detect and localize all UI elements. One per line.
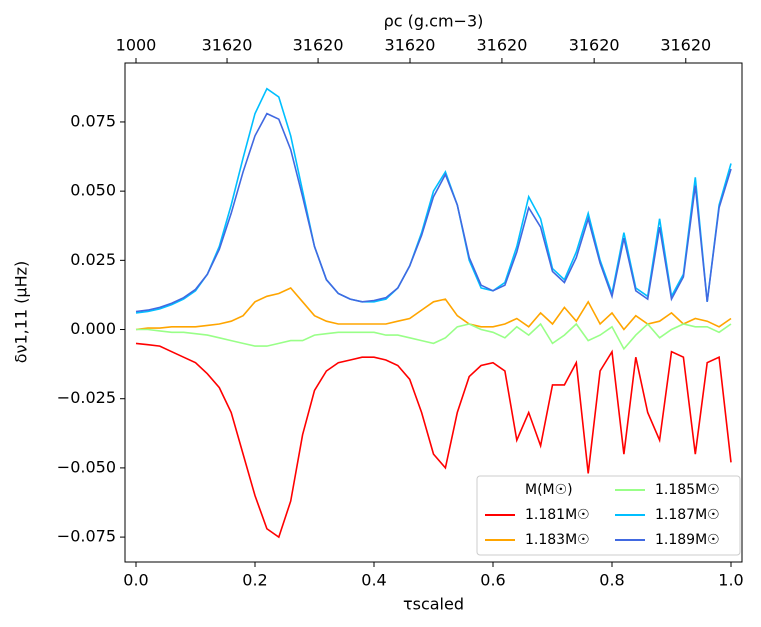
x2-tick-label: 31620 bbox=[476, 36, 527, 55]
x2-tick-label: 31620 bbox=[569, 36, 620, 55]
x-axis-label: τscaled bbox=[403, 595, 464, 614]
y-tick-label: 0.025 bbox=[70, 250, 116, 269]
y-axis-label: δν1,11 (μHz) bbox=[12, 261, 31, 364]
series-line bbox=[135, 342, 732, 539]
y-tick-label: −0.025 bbox=[57, 388, 116, 407]
x2-tick-label: 31620 bbox=[660, 36, 711, 55]
x2-tick-label: 31620 bbox=[202, 36, 253, 55]
series-line bbox=[135, 87, 732, 314]
y-tick-label: 0.075 bbox=[70, 111, 116, 130]
x2-tick-label: 31620 bbox=[385, 36, 436, 55]
series-line bbox=[135, 287, 732, 331]
y-tick-label: −0.050 bbox=[57, 457, 116, 476]
x-tick-label: 0.4 bbox=[361, 571, 386, 590]
x-tick-label: 1.0 bbox=[718, 571, 743, 590]
legend-label: 1.185M☉ bbox=[655, 482, 720, 498]
y-tick-label: 0.050 bbox=[70, 181, 116, 200]
legend-label: 1.183M☉ bbox=[525, 532, 590, 548]
x2-axis-label: ρc (g.cm−3) bbox=[384, 12, 484, 31]
x-tick-label: 0.8 bbox=[599, 571, 624, 590]
y-tick-label: −0.075 bbox=[57, 527, 116, 546]
legend-title: M(M☉) bbox=[525, 482, 573, 498]
x-tick-label: 0.6 bbox=[480, 571, 505, 590]
x-tick-label: 0.0 bbox=[123, 571, 148, 590]
x2-tick-label: 31620 bbox=[293, 36, 344, 55]
legend: M(M☉) 1.181M☉ 1.183M☉ 1.185M☉ 1.187M☉ 1.189M☉ bbox=[476, 475, 741, 556]
series-line bbox=[136, 322, 732, 351]
y-tick-label: 0.000 bbox=[70, 319, 116, 338]
legend-label: 1.189M☉ bbox=[655, 532, 720, 548]
x-tick-label: 0.2 bbox=[242, 571, 267, 590]
legend-label: 1.181M☉ bbox=[525, 507, 590, 523]
plot-frame bbox=[124, 62, 743, 563]
legend-box bbox=[476, 475, 741, 556]
x2-tick-label: 1000 bbox=[116, 36, 157, 55]
series-line bbox=[135, 112, 732, 313]
legend-label: 1.187M☉ bbox=[655, 507, 720, 523]
